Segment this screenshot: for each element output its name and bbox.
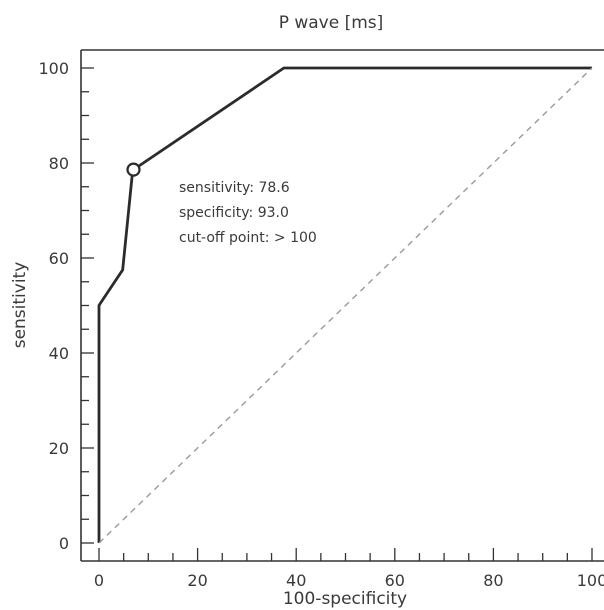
chart-title: P wave [ms] [279, 13, 384, 33]
cutoff-point-marker [126, 162, 141, 177]
x-axis-label: 100-specificity [283, 589, 407, 609]
annotation-cutoff: cut-off point: > 100 [179, 230, 317, 246]
annotation-specificity: specificity: 93.0 [179, 205, 289, 221]
chart-series [97, 66, 593, 544]
plot-frame [80, 49, 604, 562]
axis-ticks [81, 67, 593, 561]
reference-diagonal-line [98, 67, 593, 544]
x-tick-label: 40 [286, 571, 306, 590]
y-tick-label: 20 [49, 439, 69, 458]
x-tick-label: 0 [94, 571, 104, 590]
y-tick-label: 100 [38, 59, 69, 78]
axis-tick-labels: 0 20 40 60 80 100 0 20 40 60 80 100 [38, 59, 604, 590]
x-tick-label: 100 [577, 571, 604, 590]
y-tick-label: 40 [49, 344, 69, 363]
y-tick-label: 0 [59, 534, 69, 553]
roc-curve-line [97, 66, 592, 543]
x-tick-label: 60 [385, 571, 405, 590]
x-tick-label: 20 [187, 571, 207, 590]
y-tick-label: 60 [49, 249, 69, 268]
y-tick-label: 80 [49, 154, 69, 173]
y-axis-label: sensitivity [10, 262, 30, 349]
annotation-sensitivity: sensitivity: 78.6 [179, 180, 290, 196]
x-tick-label: 80 [483, 571, 503, 590]
